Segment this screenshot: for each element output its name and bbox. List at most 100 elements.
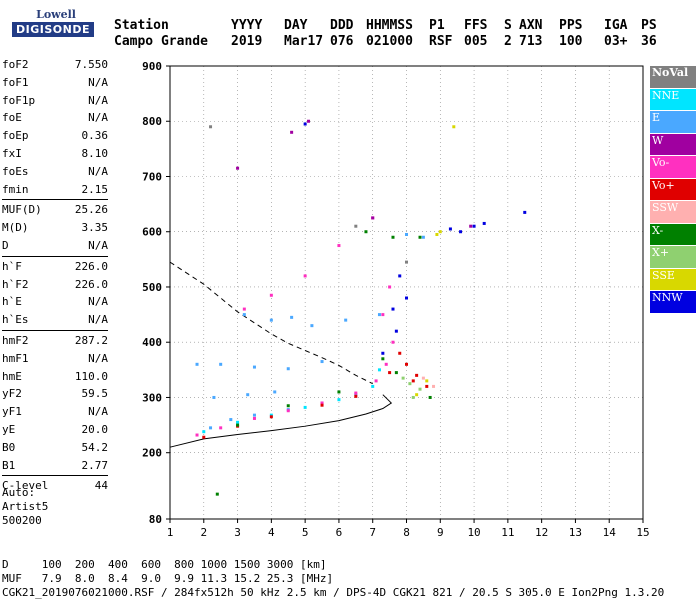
echo-point-nne [236,420,240,424]
header-label-1: YYYY [231,18,263,33]
param-name: MUF(D) [2,203,42,217]
echo-point-vo [415,373,419,377]
param-value: 8.10 [81,146,109,160]
param-separator [2,255,108,257]
echo-point-e [310,324,314,328]
x-tick-label: 7 [369,526,376,539]
autoscaling-info: Auto: Artist5 500200 [2,486,48,528]
echo-point-e [377,313,381,317]
param-row-foes: foEs N/A [2,163,108,181]
header-value-2: Mar17 [284,34,324,49]
x-tick-label: 13 [569,526,582,539]
echo-point-e [252,365,256,369]
echo-point-vo [405,362,408,366]
param-row-hf: h`F 226.0 [2,258,108,276]
scaled-parameters-panel: foF2 7.550 foF1 N/A foF1p N/A foE N/A foEp 0.36 fx… [2,56,108,495]
echo-point-vo [384,362,388,366]
x-tick-label: 3 [234,526,241,539]
echo-point-vo [269,293,273,297]
echo-point-nnw [482,221,486,225]
header-value-4: 021000 [366,34,413,49]
param-value: N/A [88,238,108,252]
lowell-digisonde-logo: Lowell DIGISONDE [4,6,104,40]
param-name: fxI [2,146,22,160]
header-label-3: DDD [330,18,354,33]
x-tick-label: 9 [437,526,444,539]
header-label-0: Station [114,18,169,33]
param-row-ye: yE 20.0 [2,421,108,439]
echo-point-nne [337,398,341,402]
x-tick-label: 10 [467,526,480,539]
legend-nne: NNE [650,88,696,110]
echo-point-x [401,376,405,380]
y-tick-label: 900 [142,60,162,73]
param-name: h`E [2,295,22,309]
param-name: foF1p [2,93,36,107]
x-tick-label: 14 [603,526,617,539]
y-tick-label: 600 [142,226,162,239]
echo-point-e [344,318,348,322]
param-value: 226.0 [74,277,108,291]
footer-file-info: CGK21_2019076021000.RSF / 284fx512h 50 k… [2,586,665,599]
param-row-fxi: fxI 8.10 [2,145,108,163]
param-value: 110.0 [74,369,108,383]
param-row-yf1: yF1 N/A [2,403,108,421]
header-value-0: Campo Grande [114,34,208,49]
echo-point-vo [242,307,246,311]
echo-point-w [307,119,311,123]
param-row-b1: B1 2.77 [2,457,108,475]
true-height-profile [169,394,393,448]
param-name: hmE [2,369,22,383]
param-row-md: M(D) 3.35 [2,219,108,237]
header-label-5: P1 [429,18,445,33]
param-value: N/A [88,111,108,125]
echo-point-nnw [394,329,398,333]
echo-point-vo [381,313,385,317]
param-name: yF1 [2,405,22,419]
echo-point-vo [354,394,358,398]
param-row-hme: hmE 110.0 [2,368,108,386]
echo-point-noval [405,260,408,264]
footer-distance-row: D 100 200 400 600 800 1000 1500 3000 [km… [2,558,327,571]
echo-point-w [290,130,294,134]
echo-point-vo [286,409,290,413]
legend-nnw: NNW [650,291,696,313]
echo-point-x [418,387,422,391]
legend-vo-: Vo- [650,156,696,178]
header-value-3: 076 [330,34,354,49]
echo-point-nnw [398,274,402,278]
echo-point-ssw [432,384,436,388]
header-label-10: IGA [604,18,628,33]
param-value: 2.77 [81,458,109,472]
echo-point-x [381,357,385,361]
echo-point-vo [425,384,429,388]
footer-info: D 100 200 400 600 800 1000 1500 3000 [km… [2,558,664,600]
param-value: 0.36 [81,129,109,143]
x-tick-label: 15 [636,526,649,539]
param-value: N/A [88,164,108,178]
legend-vo-: Vo+ [650,178,696,200]
echo-point-nne [269,413,273,417]
echo-point-vo [320,401,324,405]
param-value: 2.15 [81,182,109,196]
echo-point-e [209,426,213,430]
param-value: N/A [88,405,108,419]
echo-point-e [286,367,290,371]
x-tick-label: 6 [336,526,343,539]
param-name: foE [2,111,22,125]
auto-label: Auto: [2,486,36,499]
echo-point-vo [374,379,378,383]
param-name: B0 [2,440,16,454]
echo-point-x [215,492,219,496]
echo-point-x [428,395,432,399]
legend-ssw: SSW [650,201,696,223]
auto-code: 500200 [2,514,42,527]
x-tick-label: 1 [167,526,174,539]
echo-point-e [354,393,358,397]
legend-noval: NoVal [650,66,696,88]
echo-point-x [391,235,395,239]
param-value: N/A [88,93,108,107]
header-value-11: 36 [641,34,657,49]
param-row-hf2: h`F2 226.0 [2,276,108,294]
echo-point-nnw [459,230,463,234]
